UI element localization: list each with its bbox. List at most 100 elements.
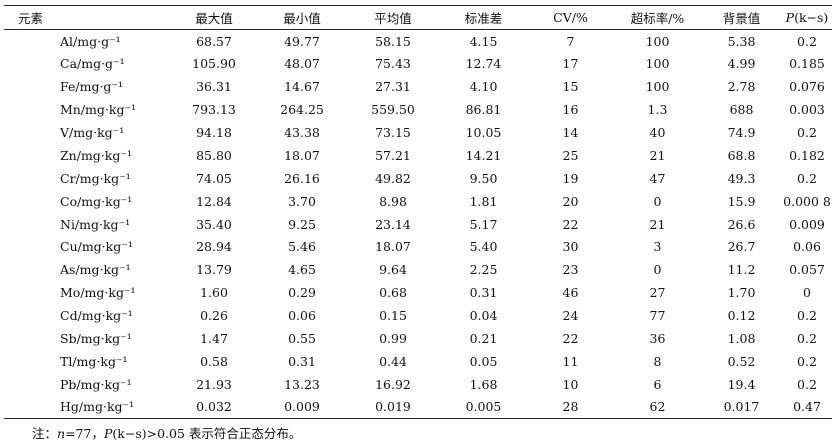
pks-cell: 0.2 bbox=[797, 33, 817, 49]
background-cell: 68.8 bbox=[727, 147, 756, 163]
mean-cell: 23.14 bbox=[375, 216, 411, 232]
header-min: 最小值 bbox=[258, 5, 346, 30]
pks-cell: 0.2 bbox=[797, 376, 817, 392]
header-pks-suffix: (k−s) bbox=[794, 10, 829, 25]
mean-cell: 0.68 bbox=[379, 285, 407, 301]
sd-cell: 14.21 bbox=[465, 147, 502, 163]
pks-cell: 0.2 bbox=[797, 331, 817, 347]
note-p-var: P bbox=[103, 426, 113, 441]
exceed-rate-cell: 6 bbox=[653, 376, 662, 392]
min-cell: 49.77 bbox=[284, 33, 320, 49]
element-cell: Tl/mg·kg⁻¹ bbox=[60, 353, 128, 369]
table-row: Fe/mg·g⁻¹ 36.31 14.67 27.31 4.10 15 100 2.78 0.0… bbox=[4, 75, 832, 98]
min-cell: 0.06 bbox=[288, 308, 316, 324]
cv-cell: 46 bbox=[562, 285, 579, 301]
sd-cell: 10.05 bbox=[465, 125, 502, 140]
note-n-value: =77， bbox=[65, 426, 104, 441]
min-cell: 264.25 bbox=[280, 102, 324, 118]
sd-cell: 12.74 bbox=[465, 56, 502, 72]
cv-cell: 20 bbox=[562, 193, 579, 209]
exceed-rate-cell: 62 bbox=[614, 395, 701, 420]
max-cell: 35.40 bbox=[196, 216, 232, 232]
table-row: Hg/mg·kg⁻¹ 0.032 0.009 0.019 0.005 28 62 0.017 0… bbox=[4, 395, 832, 420]
max-cell: 793.13 bbox=[192, 102, 236, 118]
table-row: Zn/mg·kg⁻¹ 85.80 18.07 57.21 14.21 25 21 68.8 0.… bbox=[4, 144, 832, 167]
min-cell: 26.16 bbox=[284, 170, 320, 186]
exceed-rate-cell: 77 bbox=[649, 308, 666, 324]
table-row: Mn/mg·kg⁻¹ 793.13 264.25 559.50 86.81 16 1.3 68… bbox=[4, 98, 832, 121]
max-cell: 12.84 bbox=[196, 193, 232, 209]
cv-cell: 11 bbox=[562, 353, 579, 369]
sd-cell: 0.005 bbox=[440, 395, 527, 420]
exceed-rate-cell: 21 bbox=[649, 147, 666, 163]
pks-cell: 0 bbox=[803, 285, 811, 301]
mean-cell: 49.82 bbox=[375, 170, 411, 186]
min-cell: 4.65 bbox=[288, 262, 316, 278]
table-header: 元素 最大值 最小值 平均值 标准差 CV/% 超标率/% 背景值 P(k−s) bbox=[4, 5, 832, 30]
mean-cell: 27.31 bbox=[375, 79, 411, 95]
element-cell: Hg/mg·kg⁻¹ bbox=[4, 395, 170, 420]
sd-cell: 5.17 bbox=[469, 216, 498, 232]
cv-cell: 16 bbox=[562, 102, 579, 118]
max-cell: 1.60 bbox=[200, 285, 228, 301]
mean-cell: 57.21 bbox=[375, 147, 411, 163]
exceed-rate-cell: 27 bbox=[649, 285, 666, 301]
exceed-rate-cell: 0 bbox=[653, 262, 662, 278]
cv-cell: 28 bbox=[527, 395, 614, 420]
pks-cell: 0.2 bbox=[797, 353, 817, 369]
element-cell: Mn/mg·kg⁻¹ bbox=[60, 102, 137, 118]
min-cell: 3.70 bbox=[288, 193, 316, 209]
pks-cell: 0.47 bbox=[782, 395, 832, 420]
min-cell: 18.07 bbox=[284, 147, 320, 163]
cv-cell: 10 bbox=[562, 376, 579, 392]
min-cell: 43.38 bbox=[284, 125, 320, 140]
cv-cell: 22 bbox=[562, 331, 579, 347]
element-cell: Co/mg·kg⁻¹ bbox=[60, 193, 133, 209]
element-cell: Mo/mg·kg⁻¹ bbox=[60, 285, 136, 301]
background-cell: 19.4 bbox=[727, 376, 756, 392]
background-cell: 0.52 bbox=[727, 353, 756, 369]
exceed-rate-cell: 21 bbox=[649, 216, 666, 232]
min-cell: 13.23 bbox=[284, 376, 320, 392]
header-cv: CV/% bbox=[527, 5, 614, 30]
table-row: Tl/mg·kg⁻¹ 0.58 0.31 0.44 0.05 11 8 0.52 0.2 bbox=[4, 350, 832, 373]
table-row: Pb/mg·kg⁻¹ 21.93 13.23 16.92 1.68 10 6 19.4 0.2 bbox=[4, 373, 832, 396]
header-sd: 标准差 bbox=[440, 5, 527, 30]
header-exceed-rate: 超标率/% bbox=[614, 5, 701, 30]
sd-cell: 5.40 bbox=[469, 239, 498, 255]
background-cell: 26.7 bbox=[727, 239, 756, 255]
min-cell: 14.67 bbox=[284, 79, 320, 95]
element-cell: Sb/mg·kg⁻¹ bbox=[60, 331, 132, 347]
mean-cell: 0.019 bbox=[346, 395, 440, 420]
background-cell: 4.99 bbox=[727, 56, 756, 72]
max-cell: 36.31 bbox=[196, 79, 232, 95]
table-row: As/mg·kg⁻¹ 13.79 4.65 9.64 2.25 23 0 11.2 0.057 bbox=[4, 258, 832, 281]
element-cell: Ca/mg·g⁻¹ bbox=[60, 56, 125, 72]
max-cell: 74.05 bbox=[196, 170, 232, 186]
sd-cell: 0.31 bbox=[469, 285, 498, 301]
exceed-rate-cell: 47 bbox=[649, 170, 666, 186]
table-row: Sb/mg·kg⁻¹ 1.47 0.55 0.99 0.21 22 36 1.08 0.2 bbox=[4, 327, 832, 350]
pks-cell: 0.185 bbox=[789, 56, 825, 72]
cv-cell: 17 bbox=[562, 56, 579, 72]
min-cell: 0.009 bbox=[258, 395, 346, 420]
background-cell: 74.9 bbox=[727, 125, 756, 140]
mean-cell: 8.98 bbox=[379, 193, 407, 209]
background-cell: 1.70 bbox=[727, 285, 756, 301]
mean-cell: 0.44 bbox=[379, 353, 407, 369]
sd-cell: 4.15 bbox=[469, 33, 498, 49]
mean-cell: 73.15 bbox=[375, 125, 411, 140]
cv-cell: 30 bbox=[562, 239, 579, 255]
exceed-rate-cell: 40 bbox=[649, 125, 666, 140]
sd-cell: 1.81 bbox=[469, 193, 498, 209]
element-cell: Zn/mg·kg⁻¹ bbox=[60, 147, 132, 163]
max-cell: 0.58 bbox=[200, 353, 228, 369]
cv-cell: 25 bbox=[562, 147, 579, 163]
note-n-var: n bbox=[57, 426, 66, 441]
cv-cell: 15 bbox=[562, 79, 579, 95]
max-cell: 68.57 bbox=[196, 33, 232, 49]
sd-cell: 0.21 bbox=[469, 331, 498, 347]
exceed-rate-cell: 36 bbox=[649, 331, 666, 347]
table-body: Al/mg·g⁻¹ 68.57 49.77 58.15 4.15 7 100 5.38 0.2 C… bbox=[4, 30, 832, 420]
